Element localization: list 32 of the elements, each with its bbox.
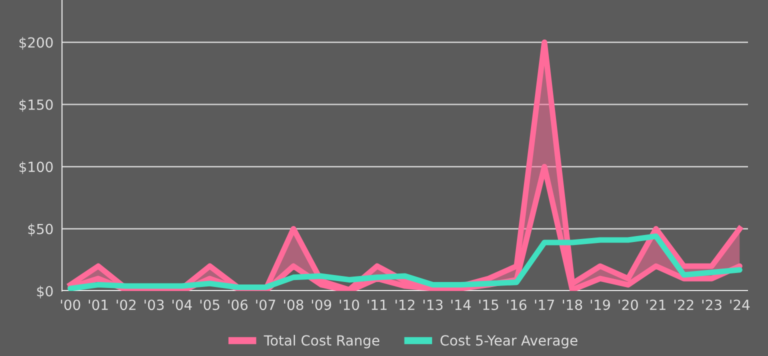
x-tick-label: '11 [368,300,387,310]
x-tick-label: '09 [312,300,332,310]
x-tick-label: '12 [396,300,414,310]
x-tick-label: '15 [479,300,498,310]
x-tick-label: '13 [423,300,443,310]
x-tick-label: '16 [507,300,526,310]
x-tick-label: '03 [144,300,164,310]
y-tick-label: $100 [19,161,53,174]
x-tick-label: '21 [646,300,666,310]
x-tick-label: '19 [590,300,610,310]
y-tick-label: $0 [37,286,53,298]
x-tick-label: '14 [451,300,471,310]
legend-label: Total Cost Range [264,334,380,348]
x-tick-label: '06 [228,300,248,310]
x-tick-label: '20 [618,300,638,310]
x-tick-label: '04 [172,300,192,310]
y-tick-label: $200 [19,37,53,50]
x-tick-label: '24 [730,300,750,310]
x-tick-label: '17 [535,300,554,310]
x-tick-label: '07 [256,300,276,310]
x-tick-label: '02 [116,300,136,310]
y-tick-label: $150 [19,99,53,112]
y-tick-label: $50 [28,224,53,236]
x-tick-label: '01 [88,300,108,310]
x-tick-label: '10 [340,300,360,310]
x-tick-label: '05 [200,300,220,310]
legend-label: Cost 5-Year Average [440,335,578,348]
x-tick-label: '08 [284,300,304,310]
x-tick-label: '00 [60,300,80,310]
x-tick-label: '18 [562,300,582,310]
x-tick-label: '22 [674,300,694,310]
x-tick-label: '23 [702,300,722,310]
